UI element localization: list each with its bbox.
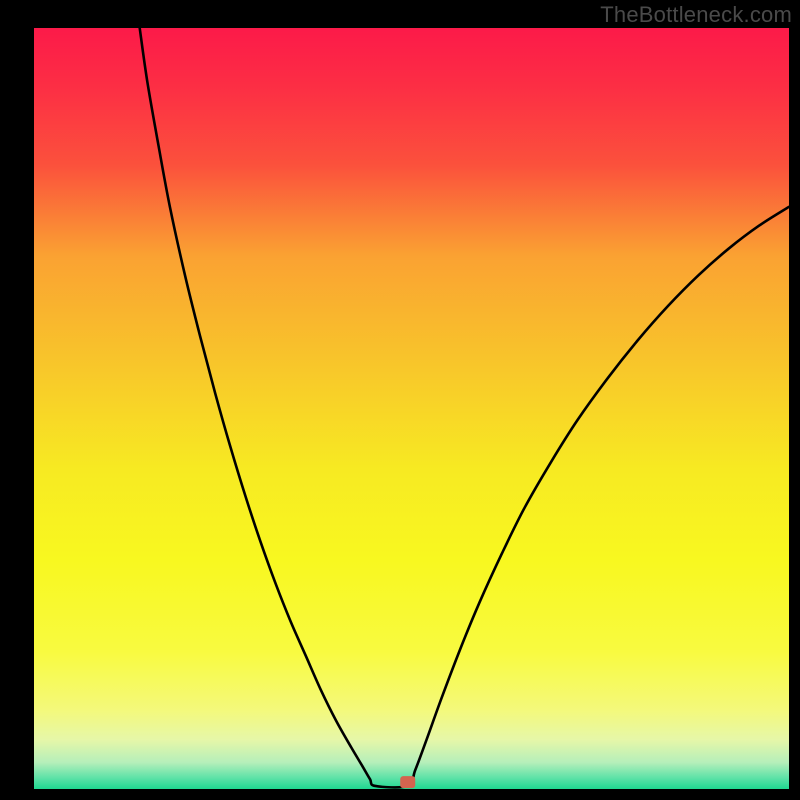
- chart-container: TheBottleneck.com: [0, 0, 800, 800]
- bottleneck-chart: [0, 0, 800, 800]
- plot-background: [34, 28, 789, 789]
- optimal-marker: [400, 776, 415, 788]
- watermark-text: TheBottleneck.com: [600, 2, 792, 28]
